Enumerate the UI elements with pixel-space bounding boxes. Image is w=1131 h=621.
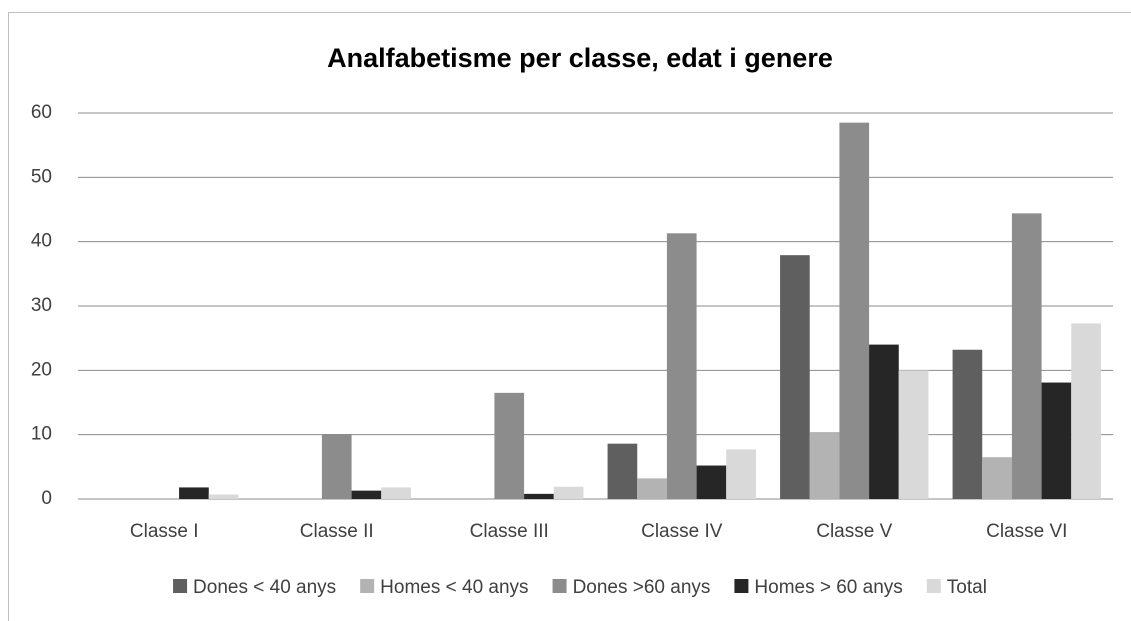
legend-swatch (734, 579, 749, 593)
bar (351, 490, 382, 499)
bar (1011, 213, 1042, 500)
bar (208, 494, 239, 499)
bar (607, 443, 638, 499)
legend-label: Total (947, 577, 987, 598)
bar (780, 255, 810, 499)
legend-swatch (173, 579, 188, 593)
bar (1071, 323, 1101, 499)
bar (898, 370, 929, 499)
legend-swatch (552, 579, 567, 593)
y-tick-label: 30 (31, 295, 52, 316)
y-tick-label: 0 (41, 488, 52, 509)
y-tick-label: 60 (31, 102, 52, 123)
y-tick-label: 20 (31, 359, 52, 380)
legend-swatch (926, 579, 941, 593)
bar (553, 486, 584, 499)
bar (869, 344, 899, 499)
legend-label: Homes > 60 anys (754, 577, 902, 598)
chart-border (8, 12, 1131, 621)
bar (666, 233, 697, 499)
legend-label: Homes < 40 anys (380, 577, 528, 598)
bar (179, 487, 209, 499)
y-tick-label: 10 (31, 424, 52, 445)
bar (726, 449, 756, 499)
x-tick-label: Classe IV (641, 521, 723, 542)
bar (952, 349, 983, 499)
bar (696, 465, 727, 499)
bar (524, 493, 554, 499)
x-tick-label: Classe III (470, 521, 549, 542)
bar (839, 122, 870, 500)
x-tick-label: Classe II (300, 521, 374, 542)
x-tick-label: Classe VI (986, 521, 1067, 542)
legend-label: Dones >60 anys (573, 577, 711, 598)
x-tick-label: Classe V (816, 521, 892, 542)
y-tick-label: 40 (31, 231, 52, 252)
bar (1041, 382, 1072, 499)
bar (637, 478, 667, 499)
bar (321, 434, 352, 499)
x-tick-label: Classe I (130, 521, 199, 542)
bar (809, 432, 840, 499)
y-tick-label: 50 (31, 166, 52, 187)
bar (982, 457, 1012, 499)
bar (381, 487, 411, 499)
chart-title: Analfabetisme per classe, edat i genere (327, 43, 833, 73)
legend-label: Dones < 40 anys (193, 577, 336, 598)
legend-swatch (360, 579, 375, 593)
bar (494, 392, 525, 499)
